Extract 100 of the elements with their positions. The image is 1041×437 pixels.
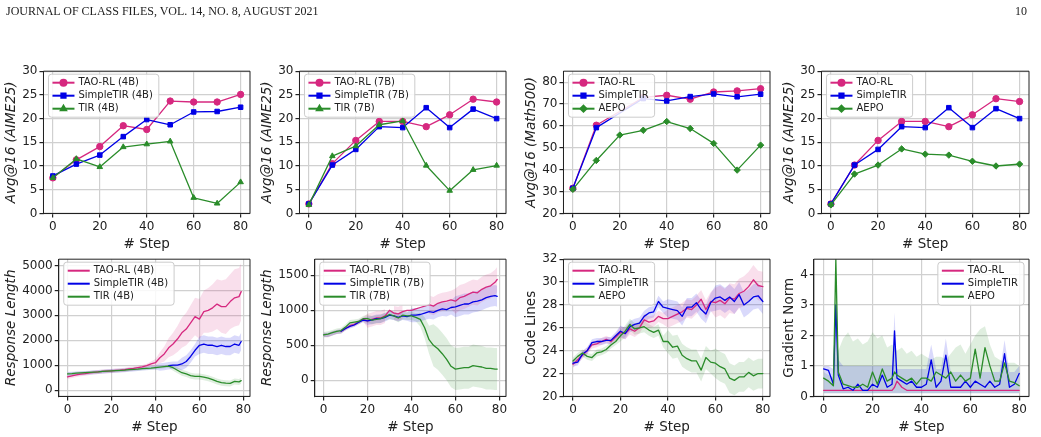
legend-label: TIR (4B) <box>92 290 135 302</box>
y-tick-label: 20 <box>22 110 38 125</box>
y-tick-label: 15 <box>22 134 38 149</box>
y-tick-label: 15 <box>800 134 816 149</box>
y-tick-label: 30 <box>800 63 816 78</box>
x-tick-label: 60 <box>191 401 208 416</box>
x-tick-label: 60 <box>186 218 202 233</box>
x-tick-label: 80 <box>1011 218 1028 233</box>
y-tick-label: 25 <box>22 87 38 102</box>
legend-label: SimpleTIR <box>598 277 649 289</box>
y-axis-title: Avg@16 (AIME25) <box>257 81 274 205</box>
legend-label: TAO-RL <box>597 76 636 88</box>
y-tick-label: 0 <box>29 205 38 220</box>
x-tick-label: 20 <box>92 218 108 233</box>
legend-label: TIR (7B) <box>333 102 375 114</box>
x-tick-label: 20 <box>864 401 881 416</box>
x-tick-label: 20 <box>103 401 120 416</box>
y-tick-label: 20 <box>542 388 558 403</box>
x-tick-label: 60 <box>442 218 458 233</box>
y-tick-label: 20 <box>542 205 558 220</box>
x-tick-label: 0 <box>819 401 828 416</box>
y-tick-label: 25 <box>278 87 294 102</box>
y-tick-label: 30 <box>22 63 38 78</box>
legend-label: SimpleTIR (7B) <box>334 89 409 101</box>
x-tick-label: 80 <box>1011 401 1027 416</box>
y-tick-label: 32 <box>542 251 558 266</box>
x-tick-label: 40 <box>395 218 411 233</box>
x-axis-title: # Step <box>902 235 949 252</box>
y-tick-label: 30 <box>278 63 294 78</box>
x-axis-title: # Step <box>379 235 426 252</box>
legend-label: AEPO <box>598 102 626 114</box>
x-tick-label: 80 <box>235 401 252 416</box>
y-tick-label: 15 <box>278 134 294 149</box>
legend-label: TAO-RL (7B) <box>333 76 396 88</box>
x-axis-title: # Step <box>898 418 945 435</box>
legend-label: TAO-RL (4B) <box>92 264 155 276</box>
y-axis-title: Code Lines <box>521 290 538 365</box>
y-tick-label: 50 <box>542 139 558 154</box>
x-tick-label: 20 <box>612 401 629 416</box>
legend-label: TAO-RL <box>966 264 1005 276</box>
y-tick-label: 1000 <box>22 357 53 372</box>
x-tick-label: 0 <box>569 401 577 416</box>
y-tick-label: 5 <box>29 181 38 196</box>
y-tick-label: 10 <box>800 158 816 173</box>
y-tick-label: 30 <box>542 274 558 289</box>
y-tick-label: 5000 <box>22 257 53 272</box>
y-tick-label: 3 <box>800 297 808 312</box>
y-tick-label: 0 <box>800 388 808 403</box>
legend-label: TAO-RL <box>597 264 636 276</box>
y-axis-title: Avg@16 (Math500) <box>521 76 538 209</box>
x-tick-label: 40 <box>659 218 675 233</box>
x-tick-label: 60 <box>962 401 978 416</box>
y-tick-label: 24 <box>542 342 558 357</box>
x-tick-label: 80 <box>752 218 769 233</box>
x-tick-label: 40 <box>917 218 933 233</box>
legend-label: SimpleTIR <box>856 89 907 101</box>
x-tick-label: 40 <box>147 401 164 416</box>
y-tick-label: 28 <box>542 297 558 312</box>
legend-label: AEPO <box>967 290 996 302</box>
legend-label: AEPO <box>598 290 626 302</box>
legend-label: SimpleTIR <box>967 277 1019 289</box>
y-axis-title: Response Length <box>257 269 274 387</box>
legend-label: SimpleTIR (4B) <box>78 89 153 101</box>
legend-label: TAO-RL (4B) <box>77 76 140 88</box>
y-tick-label: 22 <box>542 365 558 380</box>
y-tick-label: 0 <box>807 205 816 220</box>
x-tick-label: 0 <box>827 218 835 233</box>
legend-label: SimpleTIR <box>598 89 649 101</box>
x-tick-label: 60 <box>447 401 464 416</box>
x-tick-label: 0 <box>63 401 72 416</box>
y-tick-label: 1500 <box>278 267 309 282</box>
legend-label: TAO-RL (7B) <box>348 264 411 276</box>
x-axis-title: # Step <box>131 418 178 435</box>
x-tick-label: 40 <box>660 401 676 416</box>
x-tick-label: 40 <box>913 401 930 416</box>
y-tick-label: 20 <box>800 110 816 125</box>
x-axis-title: # Step <box>643 235 690 252</box>
y-tick-label: 60 <box>542 118 558 133</box>
text: JOURNAL OF CLASS FILES, VOL. 14, NO. 8, AUGUST 2021 <box>6 4 319 19</box>
y-axis-title: Response Length <box>1 269 18 387</box>
y-tick-label: 500 <box>285 337 309 352</box>
y-tick-label: 30 <box>542 183 558 198</box>
y-tick-label: 70 <box>542 96 558 111</box>
legend-label: SimpleTIR (7B) <box>349 277 425 289</box>
y-tick-label: 1 <box>800 358 808 373</box>
y-tick-label: 25 <box>800 87 816 102</box>
x-tick-label: 80 <box>488 218 505 233</box>
y-tick-label: 0 <box>301 372 309 387</box>
y-tick-label: 10 <box>278 158 294 173</box>
y-tick-label: 0 <box>45 382 53 397</box>
x-tick-label: 80 <box>755 401 771 416</box>
y-tick-label: 5 <box>807 181 816 196</box>
legend-label: TIR (7B) <box>348 290 391 302</box>
y-tick-label: 5 <box>285 181 294 196</box>
x-tick-label: 60 <box>964 218 981 233</box>
y-tick-label: 40 <box>542 161 558 176</box>
x-tick-label: 60 <box>707 401 724 416</box>
x-axis-title: # Step <box>387 418 434 435</box>
y-tick-label: 26 <box>542 319 558 334</box>
y-tick-label: 10 <box>22 158 38 173</box>
